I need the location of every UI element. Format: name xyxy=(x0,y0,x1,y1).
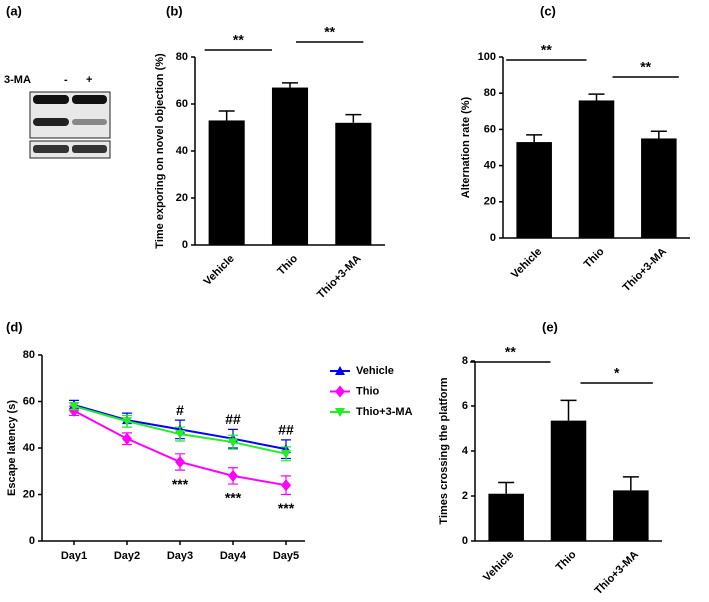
y-tick-label: 2 xyxy=(462,490,468,502)
bar xyxy=(613,490,649,541)
legend-marker xyxy=(335,408,345,417)
y-tick-label: 20 xyxy=(484,196,496,208)
bar xyxy=(208,120,245,245)
x-tick-label: Thio xyxy=(582,245,607,270)
significance-label: *** xyxy=(225,490,242,506)
error-bar xyxy=(650,130,667,139)
x-tick-label: Vehicle xyxy=(509,246,544,281)
legend-label: Thio xyxy=(356,385,379,397)
lane-label: - xyxy=(64,74,68,86)
significance-label: ** xyxy=(541,42,552,58)
y-tick-label: 8 xyxy=(462,355,468,367)
x-tick-label: Day5 xyxy=(273,550,299,562)
y-tick-label: 60 xyxy=(484,123,496,135)
bar xyxy=(271,87,309,245)
significance-label: *** xyxy=(278,500,295,516)
lane-label: + xyxy=(86,74,92,86)
error-bar xyxy=(526,134,543,143)
significance-label: ** xyxy=(233,32,244,48)
y-tick-label: 20 xyxy=(23,488,35,500)
bar xyxy=(641,138,677,238)
y-tick-label: 80 xyxy=(23,349,35,361)
y-tick-label: 0 xyxy=(182,239,188,251)
x-tick-label: Vehicle xyxy=(202,253,237,288)
x-tick-label: Thio+3-MA xyxy=(621,246,669,294)
panel-label: (b) xyxy=(166,3,183,18)
y-tick-label: 60 xyxy=(23,395,35,407)
y-tick-label: 80 xyxy=(484,87,496,99)
panel-label: (e) xyxy=(542,319,558,334)
marker xyxy=(69,402,79,412)
significance-label: ** xyxy=(505,344,516,360)
error-bar xyxy=(218,110,235,121)
significance-label: # xyxy=(176,402,184,418)
marker xyxy=(228,438,238,448)
x-tick-label: Thio xyxy=(275,252,300,277)
marker xyxy=(175,455,185,468)
significance-label: * xyxy=(614,365,620,381)
bar xyxy=(516,142,552,238)
panel-label: (a) xyxy=(6,3,22,18)
significance-label: ** xyxy=(640,59,651,75)
legend-label: Vehicle xyxy=(356,365,394,377)
y-tick-label: 60 xyxy=(176,98,188,110)
error-bar xyxy=(282,82,298,88)
y-axis-label: Escape latency (s) xyxy=(6,400,18,496)
x-tick-label: Thio+3-MA xyxy=(315,253,363,301)
x-tick-label: Day4 xyxy=(220,550,247,562)
bar xyxy=(578,100,615,238)
legend-label: Thio+3-MA xyxy=(356,406,413,418)
significance-label: ## xyxy=(278,422,294,438)
error-bar xyxy=(498,481,515,494)
y-axis-label: Times crossing the platform xyxy=(438,377,450,524)
x-tick-label: Day1 xyxy=(61,550,87,562)
panel-label: (c) xyxy=(540,3,556,18)
y-tick-label: 20 xyxy=(176,192,188,204)
x-tick-label: Thio+3-MA xyxy=(593,549,641,597)
x-tick-label: Vehicle xyxy=(481,549,516,584)
bar xyxy=(335,122,372,245)
x-tick-label: Thio xyxy=(554,548,579,573)
x-tick-label: Day2 xyxy=(114,550,140,562)
y-tick-label: 0 xyxy=(29,535,35,547)
y-tick-label: 0 xyxy=(490,232,496,244)
marker xyxy=(122,417,132,427)
legend-marker xyxy=(335,366,345,375)
y-tick-label: 6 xyxy=(462,400,468,412)
y-tick-label: 100 xyxy=(478,51,496,63)
y-tick-label: 0 xyxy=(462,535,468,547)
marker xyxy=(228,469,238,482)
y-tick-label: 40 xyxy=(23,442,35,454)
blot xyxy=(29,91,111,159)
x-tick-label: Day3 xyxy=(167,550,193,562)
treatment-label: 3-MA xyxy=(4,74,31,86)
significance-label: *** xyxy=(172,476,189,492)
y-tick-label: 4 xyxy=(462,445,469,457)
significance-label: ## xyxy=(225,411,241,427)
panel-label: (d) xyxy=(6,319,23,334)
legend-marker xyxy=(335,385,345,398)
error-bar xyxy=(345,113,362,123)
y-tick-label: 40 xyxy=(484,160,496,172)
bar xyxy=(488,493,524,541)
bar xyxy=(550,420,587,541)
y-axis-label: Alternation rate (%) xyxy=(460,96,472,198)
error-bar xyxy=(560,399,577,421)
y-axis-label: Time exporing on novel objection (%) xyxy=(154,53,166,249)
y-tick-label: 80 xyxy=(176,51,188,63)
marker xyxy=(175,430,185,440)
error-bar xyxy=(588,93,605,101)
marker xyxy=(281,449,291,459)
error-bar xyxy=(622,476,639,491)
y-tick-label: 40 xyxy=(176,145,188,157)
significance-label: ** xyxy=(324,24,335,40)
marker xyxy=(281,479,291,492)
marker xyxy=(122,432,132,445)
